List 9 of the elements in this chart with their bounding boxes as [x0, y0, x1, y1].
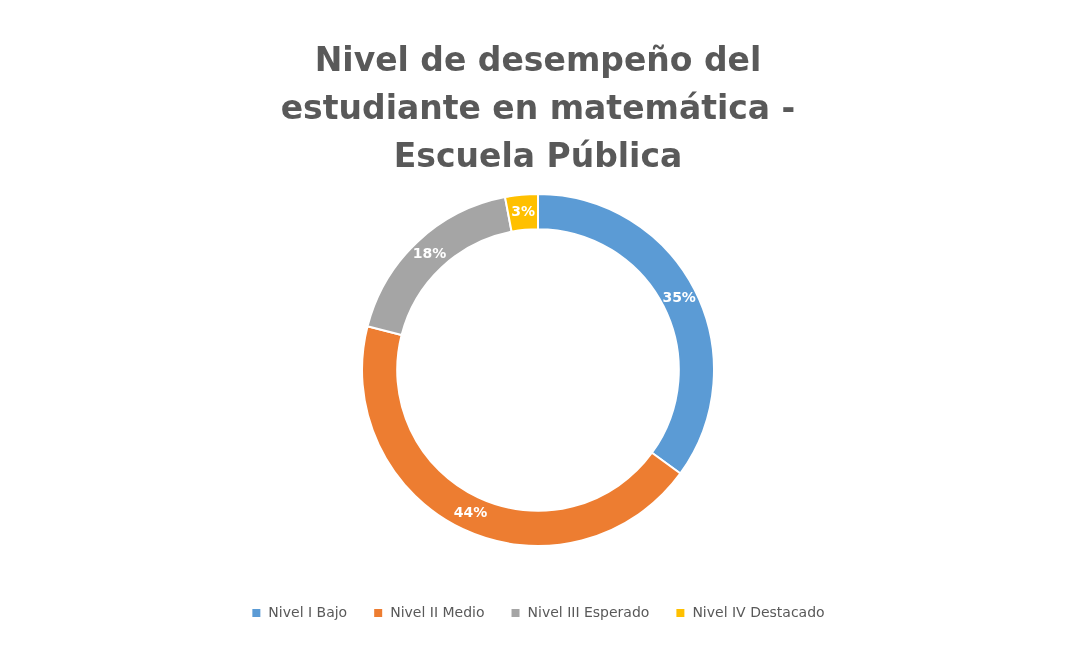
legend-label: Nivel I Bajo: [268, 603, 348, 620]
data-label: 3%: [511, 202, 535, 219]
data-label: 44%: [453, 503, 488, 520]
data-label: 18%: [412, 245, 447, 262]
legend-label: Nivel II Medio: [390, 603, 485, 620]
chart-title: Nivel de desempeño del estudiante en matemática - Escuela Pública: [279, 39, 797, 177]
data-label: 35%: [662, 288, 696, 305]
legend-label: Nivel III Esperado: [527, 603, 650, 620]
legend-label: Nivel IV Destacado: [692, 603, 825, 620]
